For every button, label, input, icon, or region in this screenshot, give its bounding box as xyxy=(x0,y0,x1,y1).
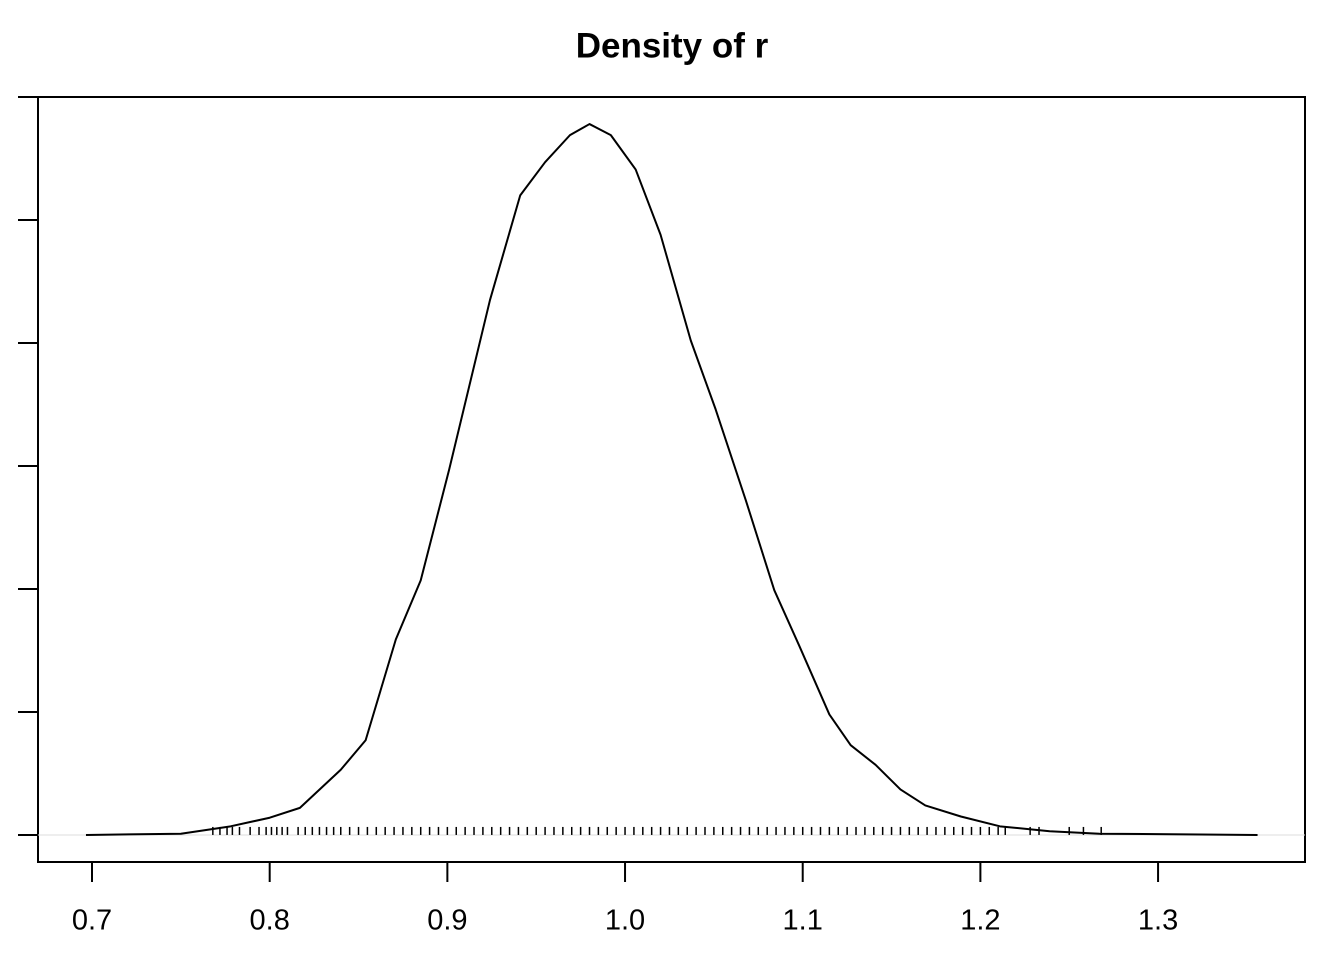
x-tick-label: 0.7 xyxy=(72,905,112,937)
x-tick-label: 1.2 xyxy=(960,905,1000,937)
x-tick-label: 0.9 xyxy=(427,905,467,937)
chart-title: Density of r xyxy=(576,26,769,65)
x-tick-label: 1.0 xyxy=(605,905,645,937)
density-line xyxy=(85,123,1258,836)
x-tick-label: 1.1 xyxy=(783,905,823,937)
x-tick-label: 0.8 xyxy=(250,905,290,937)
plot-frame xyxy=(37,96,1306,863)
x-tick-label: 1.3 xyxy=(1138,905,1178,937)
